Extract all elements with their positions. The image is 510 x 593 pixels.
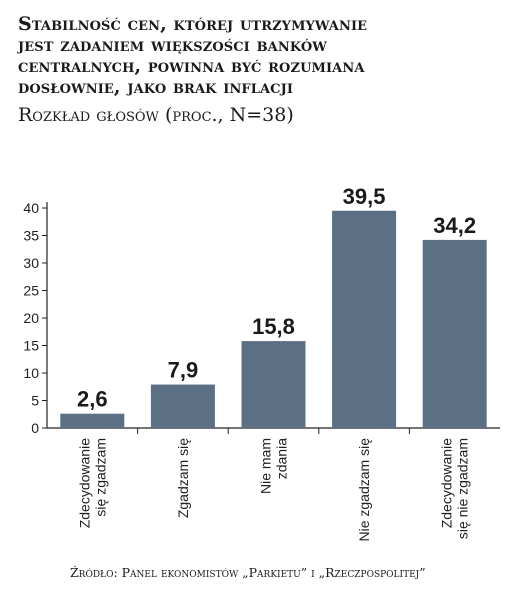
source-note: Źródło: Panel ekonomistów „Parkietu” i „… bbox=[70, 565, 426, 580]
y-tick-label: 0 bbox=[31, 420, 39, 436]
y-tick-label: 5 bbox=[31, 393, 39, 409]
category-label-line: Zdecydowanie bbox=[76, 438, 92, 528]
category-label-line: Zdecydowanie bbox=[439, 438, 455, 528]
category-label: Zgadzam się bbox=[175, 438, 191, 518]
category-label-line: się zgadzam bbox=[92, 438, 108, 517]
category-label: Nie zgadzam się bbox=[356, 438, 372, 542]
y-tick-label: 25 bbox=[23, 283, 39, 299]
y-tick-label: 10 bbox=[23, 365, 39, 381]
category-label-line: Zgadzam się bbox=[175, 438, 191, 518]
y-tick-label: 15 bbox=[23, 338, 39, 354]
category-label-line: Nie zgadzam się bbox=[356, 438, 372, 542]
data-label: 34,2 bbox=[433, 213, 476, 238]
bar bbox=[150, 384, 215, 428]
category-label-line: Nie mam bbox=[258, 438, 274, 494]
bar bbox=[60, 413, 125, 428]
chart-subtitle: Rozkład głosów (proc., N=38) bbox=[18, 104, 294, 126]
bar bbox=[332, 210, 397, 428]
chart-title: Stabilność cen, której utrzymywanie jest… bbox=[18, 14, 498, 98]
data-label: 2,6 bbox=[77, 387, 108, 412]
category-label-line: się nie zgadzam bbox=[455, 438, 471, 539]
y-tick-label: 30 bbox=[23, 255, 39, 271]
title-line: dosłownie, jako brak inflacji bbox=[18, 76, 294, 98]
bar bbox=[241, 341, 306, 428]
category-label-line: zdania bbox=[274, 438, 290, 479]
y-tick-label: 20 bbox=[23, 310, 39, 326]
category-label: Nie mam zdania bbox=[258, 438, 290, 494]
y-tick-label: 40 bbox=[23, 200, 39, 216]
category-label: Zdecydowanie się nie zgadzam bbox=[439, 438, 471, 539]
title-line: centralnych, powinna być rozumiana bbox=[18, 55, 365, 77]
bar bbox=[422, 239, 487, 428]
data-label: 39,5 bbox=[343, 184, 386, 209]
y-tick-label: 35 bbox=[23, 228, 39, 244]
title-line: jest zadaniem większości banków bbox=[18, 34, 328, 56]
data-label: 15,8 bbox=[252, 314, 295, 339]
data-label: 7,9 bbox=[168, 358, 199, 383]
title-line: Stabilność cen, której utrzymywanie bbox=[18, 13, 368, 35]
category-label: Zdecydowanie się zgadzam bbox=[76, 438, 108, 528]
